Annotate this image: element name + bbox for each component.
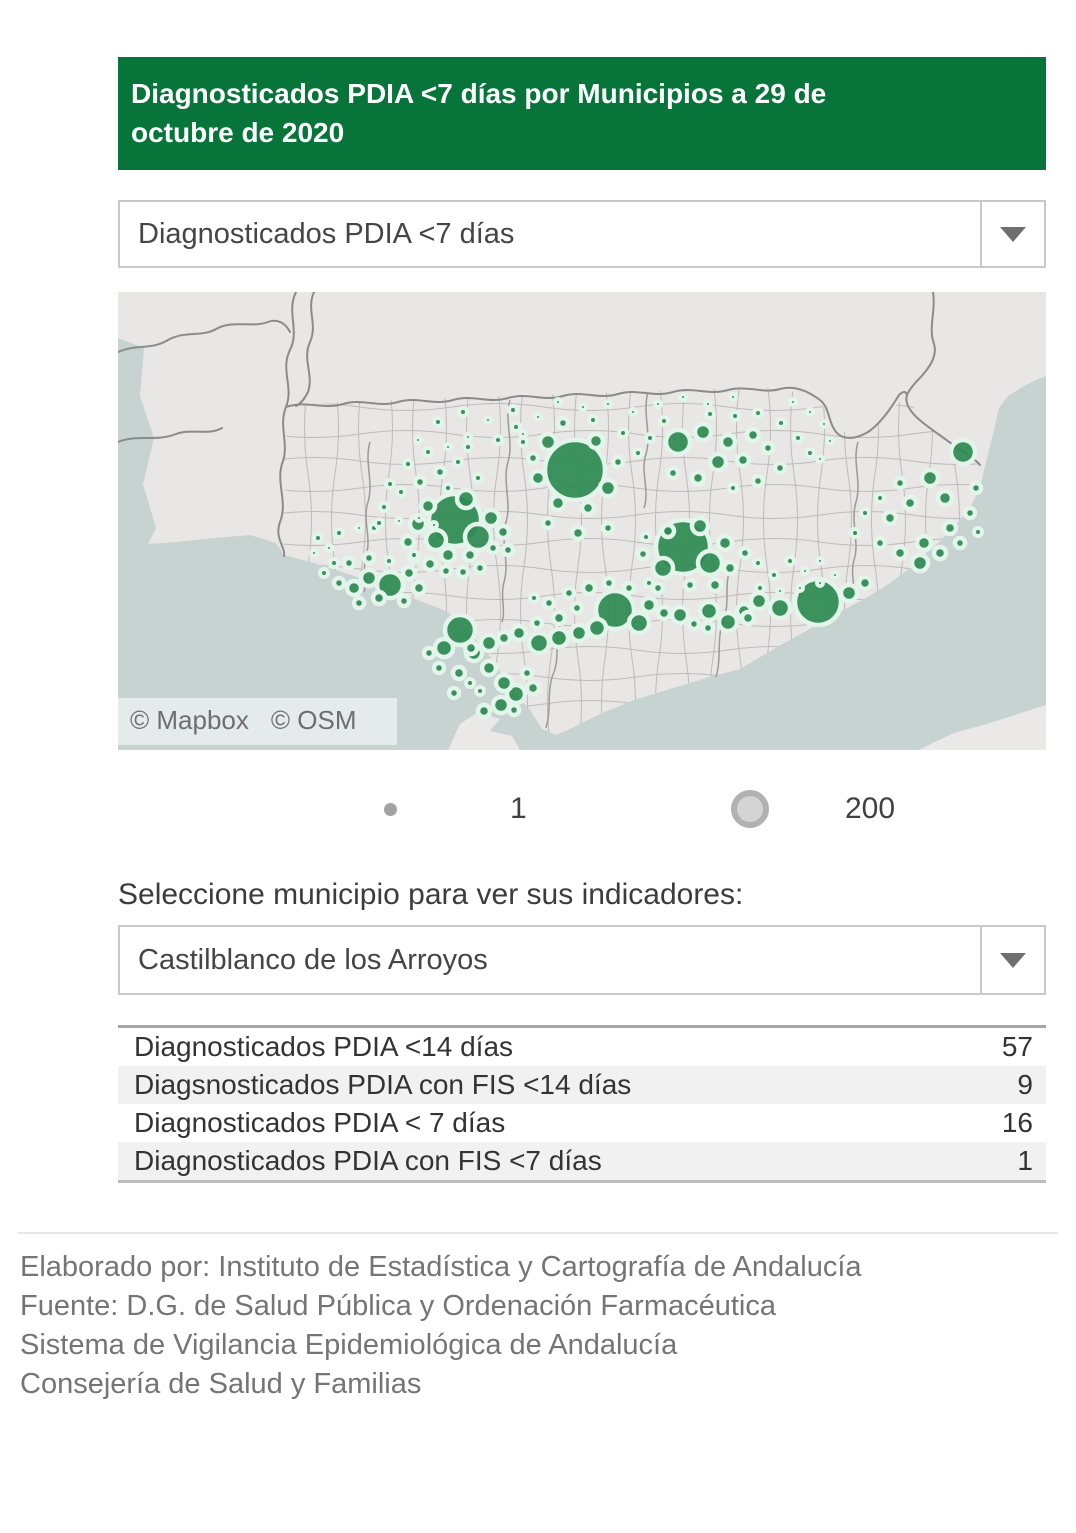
dashboard: Diagnosticados PDIA <7 días por Municipi…: [118, 57, 1046, 1183]
table-row: Diagnosticados PDIA con FIS <7 días 1: [118, 1142, 1046, 1180]
map-canvas[interactable]: [118, 292, 1046, 750]
municipality-select-label: Seleccione municipio para ver sus indica…: [118, 878, 744, 911]
municipality-dropdown-arrow[interactable]: [980, 927, 1044, 993]
footer-line: Elaborado por: Instituto de Estadística …: [20, 1251, 862, 1283]
table-row: Diagnosticados PDIA <14 días 57: [118, 1028, 1046, 1066]
legend-max-label: 200: [845, 792, 896, 825]
osm-link[interactable]: © OSM: [270, 705, 357, 735]
page-title: Diagnosticados PDIA <7 días por Municipi…: [131, 78, 827, 148]
indicator-value: 16: [1001, 1107, 1033, 1138]
table-row: Diagsnosticados PDIA con FIS <14 días 9: [118, 1066, 1046, 1104]
map-sea: [118, 338, 1046, 750]
legend-max-circle: [731, 790, 769, 828]
indicator-value: 1: [1017, 1145, 1033, 1176]
region-borders: [118, 292, 981, 557]
municipality-dropdown-value: Castilblanco de los Arroyos: [138, 943, 488, 976]
chevron-down-icon: [1000, 952, 1026, 968]
municipality-dropdown[interactable]: Castilblanco de los Arroyos: [118, 925, 1046, 995]
footer-line: Fuente: D.G. de Salud Pública y Ordenaci…: [20, 1290, 776, 1322]
bubble-map[interactable]: © Mapbox © OSM: [118, 292, 1046, 750]
indicator-dropdown-value: Diagnosticados PDIA <7 días: [138, 217, 515, 250]
bubble-layer: [309, 392, 984, 720]
map-attribution: © Mapbox © OSM: [118, 698, 397, 745]
indicator-value: 9: [1017, 1069, 1033, 1100]
footer-credits: Elaborado por: Instituto de Estadística …: [20, 1248, 1076, 1404]
size-legend: 1 200: [118, 780, 1046, 840]
indicator-value: 57: [1001, 1031, 1033, 1062]
map-far-land-2: [918, 705, 1046, 750]
footer-divider: [18, 1232, 1058, 1234]
mapbox-link[interactable]: © Mapbox: [130, 705, 249, 735]
indicator-dropdown[interactable]: Diagnosticados PDIA <7 días: [118, 200, 1046, 268]
legend-min-label: 1: [510, 792, 527, 825]
footer-line: Sistema de Vigilancia Epidemiológica de …: [20, 1329, 678, 1361]
indicator-table: Diagnosticados PDIA <14 días 57 Diagsnos…: [118, 1025, 1046, 1183]
footer-line: Consejería de Salud y Familias: [20, 1368, 422, 1400]
map-far-land: [448, 712, 520, 750]
indicator-label: Diagsnosticados PDIA con FIS <14 días: [134, 1069, 632, 1100]
legend-min-dot: [384, 803, 397, 816]
chevron-down-icon: [1000, 226, 1026, 242]
table-row: Diagnosticados PDIA < 7 días 16: [118, 1104, 1046, 1142]
header-banner: Diagnosticados PDIA <7 días por Municipi…: [118, 57, 1046, 170]
indicator-dropdown-arrow[interactable]: [980, 202, 1044, 266]
indicator-label: Diagnosticados PDIA < 7 días: [134, 1107, 506, 1138]
indicator-label: Diagnosticados PDIA <14 días: [134, 1031, 514, 1062]
indicator-label: Diagnosticados PDIA con FIS <7 días: [134, 1145, 602, 1176]
